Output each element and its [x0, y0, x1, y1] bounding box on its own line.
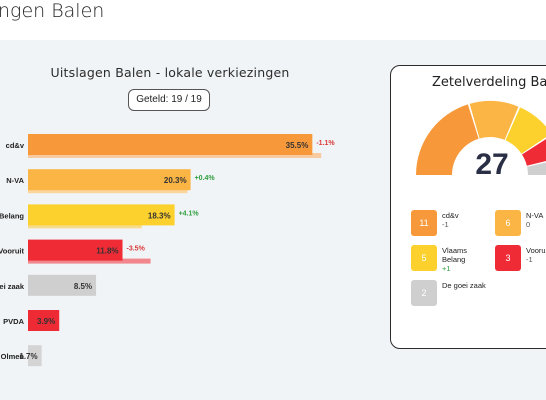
seat-count-swatch: 2: [411, 280, 437, 306]
value-label-0: 35.5%: [286, 141, 309, 150]
page-title: ngen Balen: [0, 0, 105, 22]
seat-count-swatch: 3: [495, 245, 521, 271]
seat-legend-item: 2 De goei zaak: [411, 280, 521, 312]
category-label-3: Vooruit: [0, 247, 24, 256]
previous-bar-1: [28, 188, 188, 194]
seat-legend-item: 11 cd&v -1: [411, 210, 521, 242]
seat-legend-diff: -1: [442, 220, 449, 229]
seat-legend-item: 6 N-VA 0: [495, 210, 546, 242]
seat-total: 27: [475, 148, 509, 181]
seat-segment-0: [416, 104, 479, 175]
category-label-0: cd&v: [6, 141, 25, 150]
category-label-1: N-VA: [6, 176, 24, 185]
value-label-1: 20.3%: [164, 176, 187, 185]
value-label-4: 8.5%: [74, 282, 92, 291]
category-label-4: goei zaak: [0, 282, 25, 291]
seat-legend-item: 3 Vooruit-1: [495, 245, 546, 277]
category-label-2: Belang: [0, 211, 24, 220]
previous-bar-3: [28, 258, 151, 264]
seat-legend-party: N-VA: [526, 211, 544, 220]
results-bar-chart: cd&v 35.5% -1.1% N-VA 20.3% +0.4% Belang 18.3% +…: [0, 134, 335, 367]
counted-badge: Geteld: 19 / 19: [128, 89, 210, 111]
seat-legend-party: cd&v: [442, 211, 459, 220]
bar-5: [28, 310, 60, 331]
value-label-3: 11.8%: [96, 247, 118, 256]
change-label-3: -3.5%: [127, 246, 146, 253]
bar-1: [28, 169, 191, 191]
value-label-6: 1.7%: [19, 352, 37, 361]
category-label-5: PVDA: [3, 317, 24, 326]
previous-bar-2: [28, 223, 142, 229]
value-label-2: 18.3%: [148, 211, 171, 220]
bar-0: [28, 134, 313, 155]
seat-count-swatch: 5: [411, 245, 437, 271]
seat-legend-party: De goei zaak: [442, 281, 486, 290]
bar-6: [28, 345, 42, 367]
seat-segment-2: [505, 107, 546, 154]
seat-legend-item: 5 Vlaams Belang +1: [411, 245, 521, 277]
seat-segment-3: [522, 139, 546, 166]
change-label-2: +4.1%: [179, 210, 200, 217]
seat-segment-1: [469, 101, 519, 140]
seat-legend-party: Vlaams Belang: [442, 246, 468, 264]
category-label-6: Olmen: [1, 352, 25, 361]
seat-segment-4: [527, 162, 546, 175]
bar-2: [28, 204, 175, 226]
seat-legend-diff: -1: [526, 255, 533, 264]
bar-4: [28, 274, 97, 296]
chart-title: Uitslagen Balen - lokale verkiezingen: [50, 65, 290, 80]
change-label-1: +0.4%: [195, 175, 216, 182]
seat-distribution-title: Zetelverdeling Balen: [432, 75, 546, 90]
seat-legend-diff: +1: [442, 264, 451, 273]
seat-legend-diff: 0: [526, 220, 531, 229]
seat-legend-party: Vooruit: [526, 246, 546, 255]
previous-bar-0: [28, 153, 322, 158]
seat-count-swatch: 11: [411, 210, 437, 236]
bar-3: [28, 239, 123, 261]
seat-count-swatch: 6: [495, 210, 521, 236]
value-label-5: 3.9%: [37, 317, 55, 326]
change-label-0: -1.1%: [316, 140, 335, 147]
